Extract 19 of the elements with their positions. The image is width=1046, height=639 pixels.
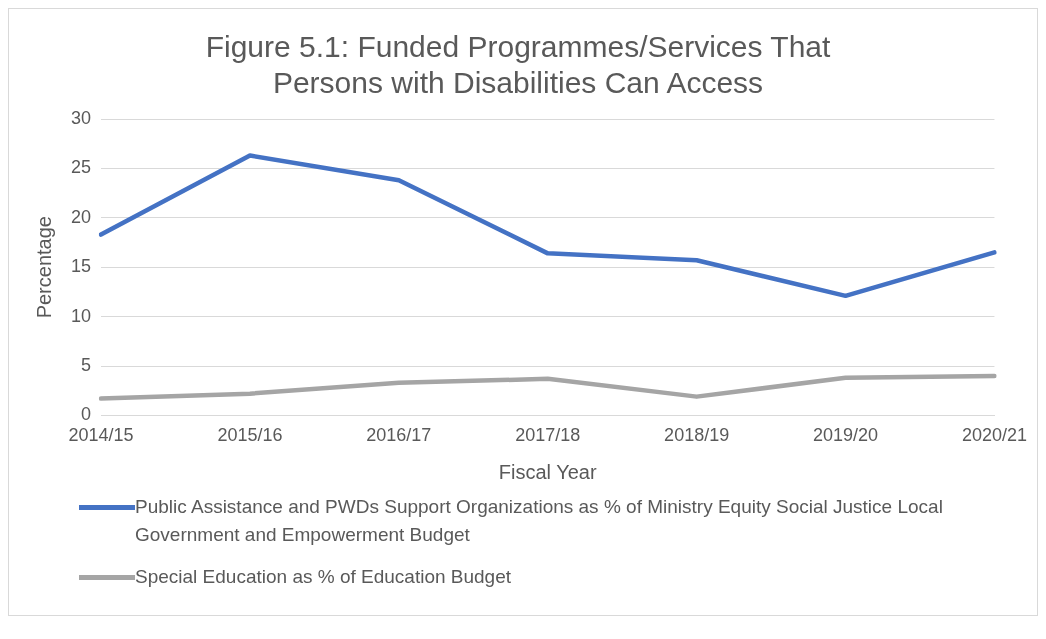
- legend-label: Special Education as % of Education Budget: [135, 565, 512, 589]
- x-tick-label: 2018/19: [664, 425, 730, 446]
- legend-label: Public Assistance and PWDs Support Organizations as % of Ministry Equity Social Justice Local Government and Empowerment Budget: [135, 495, 944, 547]
- x-tick-label: 2020/21: [961, 425, 1028, 446]
- y-tick-label: 25: [70, 157, 92, 178]
- chart-title: Figure 5.1: Funded Programmes/Services That Persons with Disabilities Can Access: [205, 30, 832, 100]
- x-tick-label: 2015/16: [217, 425, 283, 446]
- x-tick-label: 2014/15: [68, 425, 134, 446]
- y-tick-label: 15: [70, 256, 92, 277]
- y-tick-label: 0: [81, 404, 92, 425]
- x-tick-label: 2017/18: [515, 425, 581, 446]
- y-tick-label: 30: [70, 107, 92, 128]
- y-axis-title: Percentage: [32, 216, 55, 319]
- x-axis-title: Fiscal Year: [498, 460, 597, 483]
- y-tick-label: 20: [70, 206, 92, 227]
- y-tick-label: 10: [70, 305, 92, 326]
- x-tick-label: 2016/17: [366, 425, 432, 446]
- x-tick-label: 2019/20: [813, 425, 879, 446]
- y-tick-label: 5: [81, 354, 92, 375]
